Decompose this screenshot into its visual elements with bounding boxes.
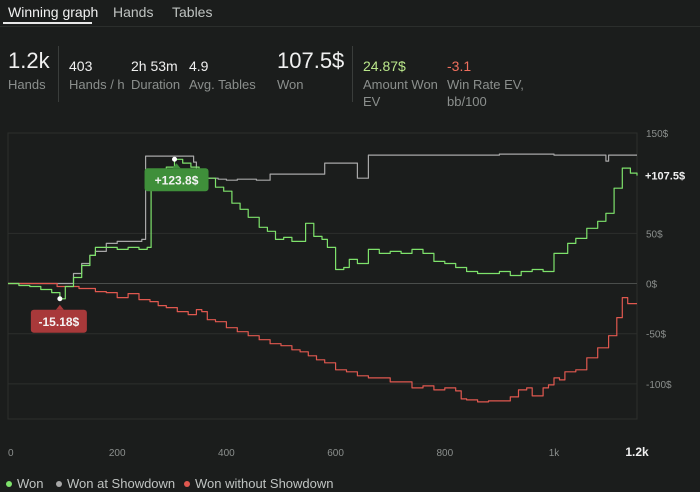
max-point-marker bbox=[172, 156, 178, 162]
y-tick-label: 50$ bbox=[646, 229, 663, 240]
x-tick-label: 600 bbox=[327, 448, 344, 459]
stat-won: 107.5$ Won bbox=[277, 48, 344, 93]
x-tick-label: 800 bbox=[436, 448, 453, 459]
series-line-won-without-showdown bbox=[8, 282, 637, 403]
y-tick-label: 150$ bbox=[646, 129, 669, 140]
stat-duration-label: Duration bbox=[131, 77, 181, 92]
legend-dot-won bbox=[6, 480, 12, 487]
chart-legend: Won Won at Showdown Won without Showdown bbox=[0, 474, 700, 492]
legend-item-won-at-showdown[interactable]: Won at Showdown bbox=[56, 476, 175, 491]
tab-winning-graph[interactable]: Winning graph bbox=[8, 4, 99, 20]
tab-tables[interactable]: Tables bbox=[172, 4, 213, 20]
legend-dot-non-showdown bbox=[184, 480, 190, 487]
stat-won-value: 107.5$ bbox=[277, 48, 345, 73]
series-line-won-at-showdown bbox=[8, 153, 637, 285]
legend-label-non-showdown: Won without Showdown bbox=[195, 476, 334, 491]
stat-avg-tables-label: Avg. Tables bbox=[189, 77, 256, 92]
stat-hands-per-hour-value: 403 bbox=[69, 58, 93, 74]
max-label-text: +123.8$ bbox=[155, 173, 199, 187]
stat-hands: 1.2k Hands bbox=[8, 48, 50, 93]
plot-area bbox=[7, 132, 638, 420]
stat-avg-tables-value: 4.9 bbox=[189, 58, 209, 74]
x-tick-label: 1.2k bbox=[625, 445, 649, 459]
stat-duration-value: 2h 53m bbox=[131, 58, 178, 74]
stat-hands-value: 1.2k bbox=[8, 48, 50, 73]
legend-dot-showdown bbox=[56, 480, 62, 487]
winning-graph-chart[interactable]: 150$ 50$ 0$ -50$ -100$ 0 200 400 600 800 1k 1.2k +12… bbox=[0, 125, 700, 470]
stat-amount-won-ev-value: 24.87$ bbox=[363, 58, 406, 74]
tab-hands[interactable]: Hands bbox=[113, 4, 154, 20]
end-value-label: +107.5$ bbox=[645, 171, 685, 183]
stats-separator bbox=[352, 46, 353, 102]
x-tick-label: 1k bbox=[549, 448, 561, 459]
series-line-won bbox=[8, 158, 638, 300]
min-label-pointer bbox=[55, 304, 64, 310]
x-tick-label: 200 bbox=[109, 448, 126, 459]
y-tick-label: -100$ bbox=[646, 380, 672, 391]
max-label-box bbox=[144, 168, 209, 192]
y-tick-label: 0$ bbox=[646, 280, 658, 291]
min-point-marker bbox=[57, 296, 63, 302]
legend-item-won[interactable]: Won bbox=[6, 476, 44, 491]
stat-amount-won-ev: 24.87$ Amount Won EV bbox=[363, 58, 443, 110]
stats-bar: 1.2k Hands 403 Hands / h 2h 53m Duration… bbox=[0, 40, 700, 120]
tab-bar: Winning graph Hands Tables bbox=[0, 0, 700, 27]
x-tick-label: 0 bbox=[8, 448, 14, 459]
legend-label-showdown: Won at Showdown bbox=[67, 476, 176, 491]
stat-hands-per-hour-label: Hands / h bbox=[69, 77, 125, 92]
stat-win-rate-ev-label: Win Rate EV, bb/100 bbox=[447, 77, 524, 109]
y-tick-label: -50$ bbox=[646, 330, 666, 341]
min-label-text: -15.18$ bbox=[39, 315, 80, 329]
active-tab-indicator bbox=[3, 22, 92, 24]
stat-amount-won-ev-label: Amount Won EV bbox=[363, 77, 438, 109]
stat-avg-tables: 4.9 Avg. Tables bbox=[189, 58, 256, 93]
min-label-box bbox=[30, 309, 87, 333]
stat-win-rate-ev: -3.1 Win Rate EV, bb/100 bbox=[447, 58, 527, 110]
x-tick-label: 400 bbox=[218, 448, 235, 459]
stat-win-rate-ev-value: -3.1 bbox=[447, 58, 472, 74]
tabs-divider bbox=[0, 26, 700, 27]
legend-item-won-without-showdown[interactable]: Won without Showdown bbox=[184, 476, 334, 491]
stats-separator bbox=[58, 46, 59, 102]
stat-hands-label: Hands bbox=[8, 77, 46, 92]
legend-label-won: Won bbox=[17, 476, 44, 491]
max-label-pointer bbox=[172, 163, 181, 169]
stat-hands-per-hour: 403 Hands / h bbox=[69, 58, 125, 93]
stat-duration: 2h 53m Duration bbox=[131, 58, 180, 93]
stat-won-label: Won bbox=[277, 77, 304, 92]
